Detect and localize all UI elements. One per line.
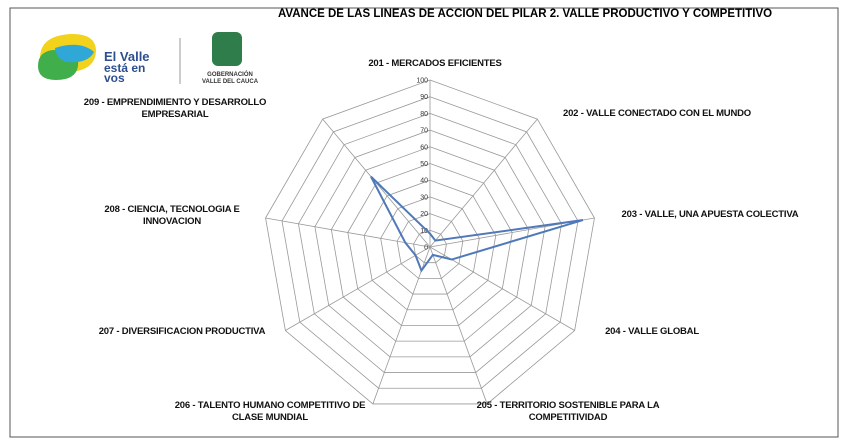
y-tick-label: 100 [416,78,428,85]
spoke [285,246,431,331]
logo-text: vos [104,71,125,85]
axis-label: 202 - VALLE CONECTADO CON EL MUNDO [563,108,751,119]
y-tick-label: 80 [420,111,428,118]
grid-ring [330,146,530,342]
grid-ring [281,96,579,389]
logo: El Valle está en vos GOBERNACIÓN VALLE D… [38,32,259,85]
grid-ring [265,79,595,405]
y-tick-label: 40 [420,178,428,185]
grid-ring [380,196,480,295]
axis-label: 205 - TERRITORIO SOSTENIBLE PARA LA COMP… [476,400,660,423]
grid-ring [363,179,497,311]
axis-label: 201 - MERCADOS EFICIENTES [368,58,502,69]
axis-label: 207 - DIVERSIFICACION PRODUCTIVA [98,326,266,337]
frame [9,7,839,438]
axis-label: 204 - VALLE GLOBAL [605,326,699,337]
spoke [265,217,431,248]
y-tick-label: 60 [420,144,428,151]
grid-ring [396,213,464,279]
logo-text: está en [104,61,145,75]
logo-shape [55,44,94,63]
spoke [429,246,575,331]
spoke [429,246,488,405]
chart-title: AVANCE DE LAS LINEAS DE ACCION DEL PILAR… [278,8,772,20]
grid-ring [314,129,546,358]
y-tick-label: 20 [420,211,428,218]
spoke [429,118,538,248]
grid-ring [347,163,513,326]
y-tick-label: 10 [420,228,428,235]
y-tick-label: 0 [424,245,428,252]
y-tick-label: 30 [420,194,428,201]
y-tick-label: 70 [420,128,428,135]
axis-label: 203 - VALLE, UNA APUESTA COLECTIVA [621,209,799,220]
logo-shield [212,32,242,66]
axis-label: 208 - CIENCIA, TECNOLOGIA E INNOVACION [104,204,240,227]
axis-label: 206 - TALENTO HUMANO COMPETITIVO DE CLAS… [174,400,366,423]
y-tick-label: 90 [420,94,428,101]
logo-text: VALLE DEL CAUCA [202,79,259,85]
grid-ring [298,112,562,373]
spoke [372,246,431,405]
axis-label: 209 - EMPRENDIMIENTO Y DESARROLLO EMPRES… [83,97,267,120]
logo-text: GOBERNACIÓN [207,70,253,78]
y-tick-label: 50 [420,161,428,168]
series-line [370,175,584,273]
logo-text: El Valle [104,49,150,64]
